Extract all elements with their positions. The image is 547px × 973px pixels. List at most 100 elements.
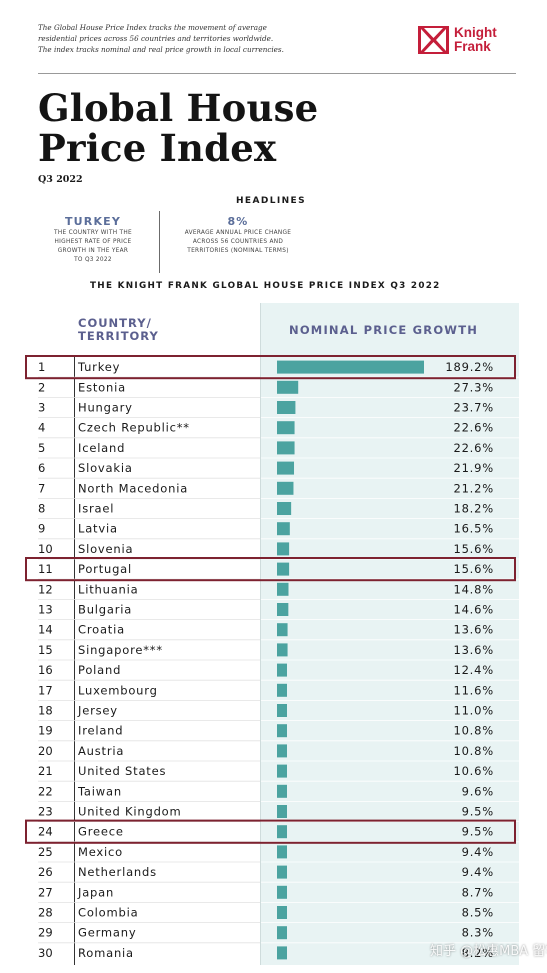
- table-row: 5 Iceland 22.6%: [38, 437, 519, 455]
- rank-label: 19: [38, 724, 53, 738]
- value-label: 8.2%: [462, 946, 494, 960]
- bar: [277, 603, 289, 616]
- headline-desc-line: TERRITORIES (NOMINAL TERMS): [187, 248, 289, 254]
- country-label: Bulgaria: [78, 603, 132, 617]
- headline-turkey: TURKEY THE COUNTRY WITH THE HIGHEST RATE…: [38, 214, 148, 265]
- table-row: 21 United States 10.6%: [38, 760, 519, 778]
- country-label: Lithuania: [78, 582, 138, 596]
- country-label: Germany: [78, 926, 136, 940]
- value-label: 21.9%: [453, 461, 494, 475]
- bar: [277, 825, 287, 839]
- bar: [277, 805, 287, 818]
- rank-label: 8: [38, 502, 45, 516]
- table-row: 24 Greece 9.5%: [38, 821, 519, 839]
- rank-label: 11: [38, 562, 53, 576]
- country-label: Japan: [77, 885, 114, 899]
- rank-label: 20: [38, 744, 53, 758]
- rank-label: 29: [38, 926, 53, 940]
- country-label: Slovakia: [78, 461, 133, 475]
- bar: [277, 481, 294, 495]
- table-row: 20 Austria 10.8%: [38, 740, 519, 758]
- table-row: 19 Ireland 10.8%: [38, 720, 519, 738]
- table-row: 11 Portugal 15.6%: [38, 558, 519, 576]
- period-label: Q3 2022: [38, 174, 83, 185]
- bar: [277, 421, 295, 435]
- bar: [277, 764, 287, 778]
- country-label: Poland: [78, 663, 121, 677]
- bar: [277, 623, 288, 637]
- table-row: 30 Romania 8.2%: [38, 942, 519, 960]
- headline-desc-line: AVERAGE ANNUAL PRICE CHANGE: [184, 230, 292, 236]
- intro-line: The index tracks nominal and real price …: [38, 45, 284, 54]
- value-label: 16.5%: [453, 522, 494, 536]
- rank-label: 24: [38, 825, 53, 839]
- rank-divider: [74, 356, 75, 965]
- value-label: 13.6%: [453, 643, 494, 657]
- bar: [277, 724, 287, 738]
- rank-label: 26: [38, 865, 53, 879]
- value-label: 23.7%: [453, 401, 494, 415]
- rank-label: 2: [38, 380, 45, 394]
- headline-average: 8% AVERAGE ANNUAL PRICE CHANGE ACROSS 56…: [168, 214, 308, 256]
- headline-desc-line: THE COUNTRY WITH THE: [54, 230, 132, 236]
- country-label: Austria: [78, 744, 124, 758]
- table-row: 8 Israel 18.2%: [38, 497, 519, 516]
- rank-label: 21: [38, 764, 53, 778]
- headline-desc: AVERAGE ANNUAL PRICE CHANGE ACROSS 56 CO…: [168, 229, 308, 256]
- country-label: United States: [78, 764, 166, 778]
- rank-label: 30: [38, 946, 53, 960]
- country-label: United Kingdom: [78, 805, 182, 819]
- logo-word: Frank: [454, 39, 491, 54]
- chart-title: THE KNIGHT FRANK GLOBAL HOUSE PRICE INDE…: [90, 281, 441, 291]
- rank-label: 5: [38, 441, 45, 455]
- bar: [277, 522, 290, 536]
- table-row: 4 Czech Republic** 22.6%: [38, 417, 519, 435]
- country-label: Greece: [78, 825, 124, 839]
- value-label: 11.0%: [453, 704, 494, 718]
- value-label: 9.4%: [462, 845, 494, 859]
- value-label: 9.6%: [462, 784, 494, 798]
- table-row: 7 North Macedonia 21.2%: [38, 477, 519, 495]
- rank-label: 23: [38, 805, 53, 819]
- bar: [277, 401, 296, 414]
- header-rule: [38, 73, 516, 74]
- value-label: 10.8%: [453, 744, 494, 758]
- table-row: 23 United Kingdom 9.5%: [38, 801, 519, 819]
- rank-label: 27: [38, 885, 53, 899]
- panel-divider: [260, 303, 261, 965]
- value-panel: [261, 303, 519, 965]
- bar: [277, 643, 288, 657]
- country-label: Turkey: [77, 360, 120, 374]
- value-label: 9.4%: [462, 865, 494, 879]
- bar: [277, 784, 287, 798]
- rank-label: 16: [38, 663, 53, 677]
- table-row: 1 Turkey 189.2%: [38, 360, 494, 374]
- logo-wordmark: Knight Frank: [454, 26, 497, 54]
- bar: [277, 906, 287, 919]
- rank-label: 7: [38, 481, 45, 495]
- bar: [277, 946, 287, 960]
- title-line: Price Index: [38, 126, 277, 170]
- country-label: Romania: [78, 946, 134, 960]
- intro-line: residential prices across 56 countries a…: [38, 34, 274, 43]
- country-label: Mexico: [78, 845, 123, 859]
- table-row: 13 Bulgaria 14.6%: [38, 599, 519, 617]
- country-label: Iceland: [78, 441, 125, 455]
- highlight-box: [25, 557, 516, 582]
- table-row: 18 Jersey 11.0%: [38, 700, 519, 718]
- headline-desc: THE COUNTRY WITH THE HIGHEST RATE OF PRI…: [38, 229, 148, 265]
- value-label: 189.2%: [445, 360, 494, 374]
- table-row: 14 Croatia 13.6%: [38, 619, 519, 637]
- headline-desc-line: ACROSS 56 COUNTRIES AND: [192, 239, 284, 245]
- bar: [277, 380, 299, 394]
- country-label: Taiwan: [77, 784, 122, 798]
- logo-word: Knight: [454, 25, 497, 40]
- highlight-box: [25, 355, 516, 380]
- value-label: 13.6%: [453, 623, 494, 637]
- table-row: 2 Estonia 27.3%: [38, 376, 519, 394]
- watermark: 知乎 @松惠MBA 留学: [430, 944, 547, 959]
- value-label: 22.6%: [453, 441, 494, 455]
- bar: [277, 885, 287, 899]
- country-label: Ireland: [78, 724, 123, 738]
